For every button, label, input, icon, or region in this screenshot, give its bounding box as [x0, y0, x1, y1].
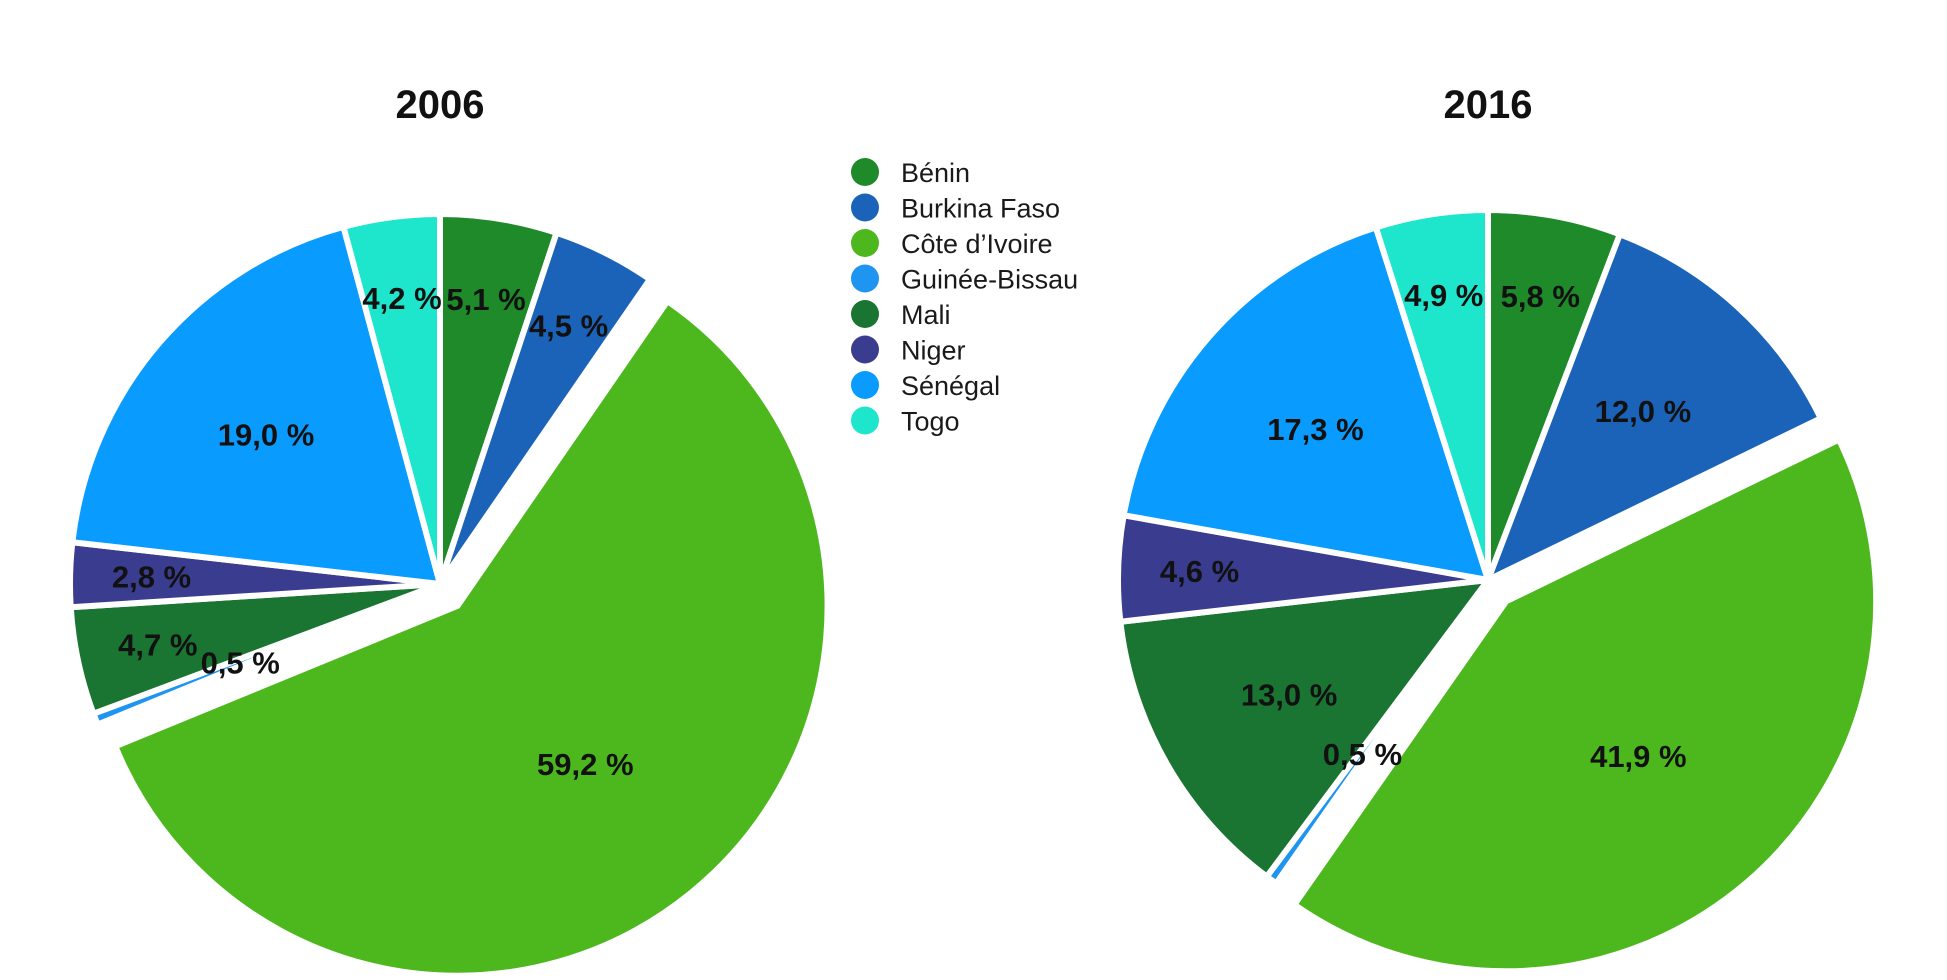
slice-label-togo-2016: 4,9 %	[1404, 278, 1483, 313]
legend-swatch-guinee-bissau	[851, 264, 879, 293]
slice-label-togo-2006: 4,2 %	[362, 281, 441, 316]
legend-label-senegal: Sénégal	[901, 371, 1000, 401]
slice-label-senegal-2006: 19,0 %	[218, 417, 315, 452]
slice-label-cote-d-ivoire-2016: 41,9 %	[1590, 739, 1687, 774]
legend: Bénin Burkina Faso Côte d’Ivoire Guinée-Bis…	[851, 158, 1078, 437]
pie-chart-2006: 2006 5,1 %4,5 % 59,2 % 0,5 %4,7 % 2,8 % 19,0 …	[67, 83, 831, 979]
slice-label-senegal-2016: 17,3 %	[1267, 412, 1364, 447]
legend-swatch-mali	[851, 300, 879, 328]
slice-label-benin-2016: 5,8 %	[1501, 279, 1580, 314]
pie-slice-burkina-faso-2006	[437, 229, 655, 586]
pie-slice-cote-d-ivoire-2006	[111, 296, 831, 979]
legend-label-mali: Mali	[901, 300, 951, 330]
legend-swatch-benin	[851, 158, 879, 186]
pie-slice-mali-2016	[1117, 576, 1495, 881]
legend-swatch-cote-d-ivoire	[851, 229, 879, 257]
pie-slice-togo-2016	[1372, 206, 1491, 581]
legend-label-burkina-faso: Burkina Faso	[901, 194, 1060, 224]
slice-label-burkina-faso-2016: 12,0 %	[1595, 394, 1692, 429]
slice-label-niger-2016: 4,6 %	[1160, 554, 1239, 589]
slice-label-guinee-bissau-2016: 0,5 %	[1323, 737, 1402, 772]
pie-slice-senegal-2016	[1120, 223, 1493, 584]
slice-label-cote-d-ivoire-2006: 59,2 %	[537, 747, 634, 782]
slice-label-guinee-bissau-2006: 0,5 %	[201, 645, 280, 680]
slice-label-mali-2016: 13,0 %	[1241, 677, 1338, 712]
slice-label-benin-2006: 5,1 %	[446, 282, 525, 317]
chart-title-2006: 2006	[396, 83, 485, 127]
legend-label-benin: Bénin	[901, 158, 970, 188]
pie-slice-togo-2006	[339, 210, 443, 585]
legend-swatch-togo	[851, 406, 879, 435]
pie-slice-burkina-faso-2016	[1482, 230, 1825, 587]
legend-label-niger: Niger	[901, 336, 966, 366]
slice-label-niger-2006: 2,8 %	[112, 560, 191, 595]
pie-chart-2016: 2016 5,8 % 12,0 % 41,9 % 0,5 % 13,0 % 4,6 % 17,…	[1115, 83, 1880, 975]
pie-slice-senegal-2006	[69, 223, 445, 588]
pie-slice-cote-d-ivoire-2016	[1290, 435, 1880, 975]
legend-swatch-senegal	[851, 371, 879, 399]
slice-label-mali-2006: 4,7 %	[118, 627, 197, 662]
legend-label-cote-d-ivoire: Côte d’Ivoire	[901, 229, 1053, 259]
chart-title-2016: 2016	[1444, 83, 1533, 127]
slice-label-burkina-faso-2006: 4,5 %	[529, 309, 608, 344]
legend-label-togo: Togo	[901, 407, 960, 437]
legend-swatch-niger	[851, 335, 879, 364]
legend-label-guinee-bissau: Guinée-Bissau	[901, 265, 1078, 295]
legend-swatch-burkina-faso	[851, 193, 879, 222]
